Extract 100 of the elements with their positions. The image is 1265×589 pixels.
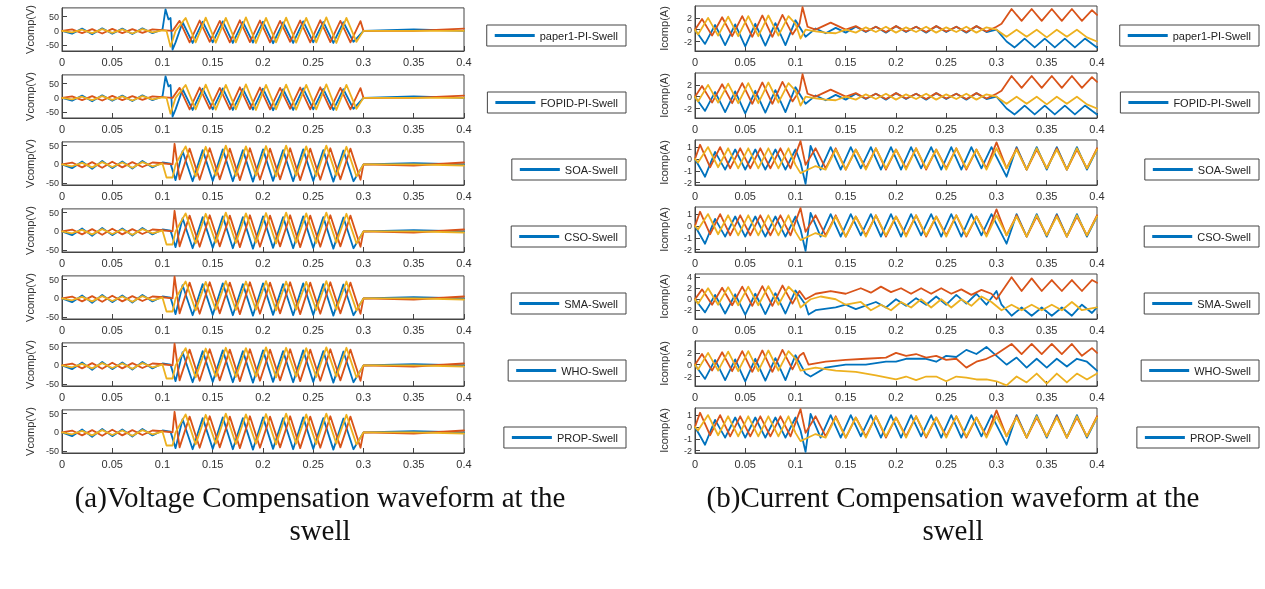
y-tick-label: -1 <box>683 165 692 176</box>
x-tick-label: 0.4 <box>456 457 472 470</box>
x-tick-label: 0.35 <box>1036 189 1058 202</box>
y-tick-label: -2 <box>683 371 692 382</box>
x-tick-label: 0.05 <box>101 457 123 470</box>
x-tick-label: 0.3 <box>988 189 1005 202</box>
y-tick-label: 1 <box>686 410 692 421</box>
x-tick-label: 0.1 <box>154 390 171 403</box>
y-tick-label: 50 <box>48 11 59 22</box>
y-tick-label: 0 <box>53 360 59 371</box>
x-tick-label: 0.4 <box>456 256 472 269</box>
x-tick-label: 0.05 <box>734 323 756 336</box>
x-tick-label: 0.25 <box>302 122 324 135</box>
x-tick-label: 0.05 <box>734 390 756 403</box>
x-tick-label: 0.25 <box>935 55 957 68</box>
x-tick-label: 0.15 <box>835 55 857 68</box>
x-tick-label: 0.25 <box>935 323 957 336</box>
y-tick-label: 1 <box>686 142 692 153</box>
x-tick-label: 0.15 <box>835 122 857 135</box>
x-tick-label: 0.35 <box>403 256 425 269</box>
x-tick-label: 0.1 <box>787 55 804 68</box>
x-tick-label: 0.1 <box>787 122 804 135</box>
y-axis-title: Icomp(A) <box>657 341 670 386</box>
x-tick-label: 0.1 <box>154 55 171 68</box>
line-series <box>694 73 1098 105</box>
x-tick-label: 0.15 <box>202 256 224 269</box>
y-axis-title: Icomp(A) <box>657 73 670 118</box>
y-tick-label: 2 <box>686 347 692 358</box>
x-tick-label: 0.1 <box>154 256 171 269</box>
y-tick-label: 0 <box>53 25 59 36</box>
y-tick-label: -2 <box>683 36 692 47</box>
y-tick-label: 0 <box>53 427 59 438</box>
x-tick-label: 0.1 <box>787 256 804 269</box>
y-tick-label: -1 <box>683 232 692 243</box>
x-tick-label: 0.05 <box>734 55 756 68</box>
x-tick-label: 0.3 <box>988 390 1005 403</box>
line-series <box>694 213 1098 242</box>
text: (a)Voltage Compensation waveform at the swell <box>73 481 567 548</box>
y-tick-label: -50 <box>45 178 59 189</box>
x-tick-label: 0.2 <box>255 256 271 269</box>
x-tick-label: 0.05 <box>101 256 123 269</box>
x-tick-label: 0.3 <box>355 189 372 202</box>
y-tick-label: -50 <box>45 245 59 256</box>
x-tick-label: 0.35 <box>403 122 425 135</box>
x-tick-label: 0.15 <box>202 55 224 68</box>
y-tick-label: 50 <box>48 78 59 89</box>
x-tick-label: 0.15 <box>202 457 224 470</box>
y-tick-label: -50 <box>45 446 59 457</box>
y-axis-title: Vcomp(V) <box>23 340 36 389</box>
y-axis-title: Icomp(A) <box>657 408 670 453</box>
x-tick-label: 0.2 <box>255 390 271 403</box>
x-tick-label: 0.3 <box>355 256 372 269</box>
x-tick-label: 0.1 <box>787 390 804 403</box>
x-tick-label: 0.35 <box>403 323 425 336</box>
y-tick-label: 50 <box>48 140 59 151</box>
legend-label: CSO-Swell <box>1197 230 1252 243</box>
legend-label: FOPID-PI-Swell <box>1173 96 1252 109</box>
x-tick-label: 0.4 <box>1089 122 1105 135</box>
x-tick-label: 0.2 <box>255 323 271 336</box>
x-tick-label: 0.3 <box>355 323 372 336</box>
x-tick-label: 0.15 <box>202 122 224 135</box>
y-axis-title: Vcomp(V) <box>23 139 36 188</box>
x-tick-label: 0.3 <box>355 457 372 470</box>
y-tick-label: -1 <box>683 433 692 444</box>
x-tick-label: 0.25 <box>302 189 324 202</box>
x-tick-label: 0.1 <box>154 122 171 135</box>
x-tick-label: 0.2 <box>888 390 904 403</box>
y-tick-label: 1 <box>686 209 692 220</box>
x-tick-label: 0.2 <box>888 323 904 336</box>
y-tick-label: 0 <box>53 226 59 237</box>
x-tick-label: 0.25 <box>935 390 957 403</box>
x-tick-label: 0.35 <box>403 189 425 202</box>
x-tick-label: 0.4 <box>1089 55 1105 68</box>
x-tick-label: 0.1 <box>154 323 171 336</box>
x-tick-label: 0.35 <box>1036 390 1058 403</box>
x-tick-label: 0.05 <box>101 189 123 202</box>
x-tick-label: 0.3 <box>988 256 1005 269</box>
y-axis-title: Vcomp(V) <box>23 206 36 255</box>
y-tick-label: -2 <box>683 305 692 316</box>
x-tick-label: 0.15 <box>835 189 857 202</box>
x-tick-label: 0.3 <box>355 390 372 403</box>
x-tick-label: 0.2 <box>255 122 271 135</box>
x-tick-label: 0.35 <box>1036 323 1058 336</box>
y-axis-title: Vcomp(V) <box>23 5 36 54</box>
x-tick-label: 0.15 <box>835 323 857 336</box>
x-tick-label: 0.4 <box>1089 189 1105 202</box>
line-series <box>694 81 1098 110</box>
x-tick-label: 0.4 <box>1089 323 1105 336</box>
legend-label: PROP-Swell <box>556 431 618 444</box>
y-tick-label: -50 <box>45 312 59 323</box>
y-tick-label: 0 <box>686 91 692 102</box>
x-tick-label: 0.35 <box>403 390 425 403</box>
x-tick-label: 0.2 <box>255 189 271 202</box>
x-tick-label: 0.3 <box>988 457 1005 470</box>
legend-label: SMA-Swell <box>1197 297 1252 310</box>
x-tick-label: 0.35 <box>1036 122 1058 135</box>
line-series <box>694 285 1098 312</box>
x-tick-label: 0.2 <box>255 55 271 68</box>
x-tick-label: 0.4 <box>456 122 472 135</box>
x-tick-label: 0.05 <box>101 323 123 336</box>
